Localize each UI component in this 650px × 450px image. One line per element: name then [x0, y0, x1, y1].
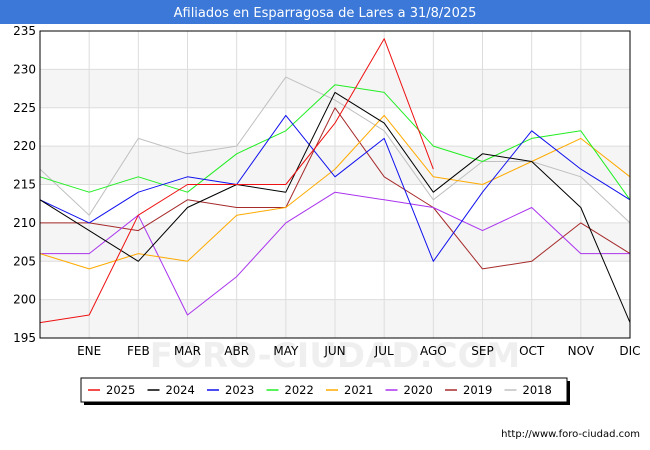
watermark-text: FORO-CIUDAD.COM — [150, 336, 521, 376]
x-tick-label: AGO — [420, 344, 447, 358]
x-tick-label: FEB — [127, 344, 150, 358]
y-tick-label: 200 — [13, 293, 36, 307]
y-tick-label: 205 — [13, 254, 36, 268]
x-tick-label: MAR — [174, 344, 201, 358]
x-tick-label: JUL — [374, 344, 394, 358]
y-tick-label: 235 — [13, 24, 36, 38]
series-lines — [39, 38, 631, 324]
legend-label-2022: 2022 — [285, 383, 314, 397]
chart-title: Afiliados en Esparragosa de Lares a 31/8… — [174, 6, 477, 21]
y-tick-label: 195 — [13, 331, 36, 345]
y-tick-label: 215 — [13, 178, 36, 192]
legend-label-2021: 2021 — [344, 383, 373, 397]
x-tick-label: DIC — [619, 344, 640, 358]
series-line-2025 — [39, 38, 434, 324]
footer-url: http://www.foro-ciudad.com — [501, 429, 640, 440]
legend-items: 2025 2024 2023 2022 2021 2020 2019 2018 — [88, 383, 552, 397]
watermark-layer: FORO-CIUDAD.COM — [150, 336, 521, 376]
y-axis-ticks: 195 200 205 210 215 220 225 230 235 — [13, 24, 36, 345]
y-tick-label: 225 — [13, 101, 36, 115]
series-line-2024 — [39, 91, 631, 323]
y-tick-label: 230 — [13, 62, 36, 76]
x-tick-label: JUN — [323, 344, 345, 358]
legend-label-2023: 2023 — [225, 383, 254, 397]
legend-label-2024: 2024 — [166, 383, 195, 397]
title-bar — [0, 0, 650, 24]
series-line-2023 — [39, 114, 631, 262]
legend-label-2019: 2019 — [463, 383, 492, 397]
legend: 2025 2024 2023 2022 2021 2020 2019 2018 — [80, 377, 570, 405]
y-tick-label: 210 — [13, 216, 36, 230]
y-tick-label: 220 — [13, 139, 36, 153]
plot-frame — [39, 30, 631, 339]
x-tick-label: NOV — [568, 344, 595, 358]
x-tick-label: SEP — [471, 344, 493, 358]
series-line-2022 — [39, 84, 631, 201]
x-tick-label: MAY — [273, 344, 299, 358]
legend-box — [80, 377, 568, 403]
legend-label-2018: 2018 — [523, 383, 552, 397]
legend-label-2020: 2020 — [404, 383, 433, 397]
legend-label-2025: 2025 — [106, 383, 135, 397]
x-tick-label: ABR — [224, 344, 249, 358]
x-tick-label: OCT — [519, 344, 545, 358]
x-tick-label: ENE — [77, 344, 101, 358]
x-axis-ticks: ENE FEB MAR ABR MAY JUN JUL AGO SEP OCT NOV DIC — [77, 344, 640, 358]
series-line-2019 — [40, 107, 631, 270]
